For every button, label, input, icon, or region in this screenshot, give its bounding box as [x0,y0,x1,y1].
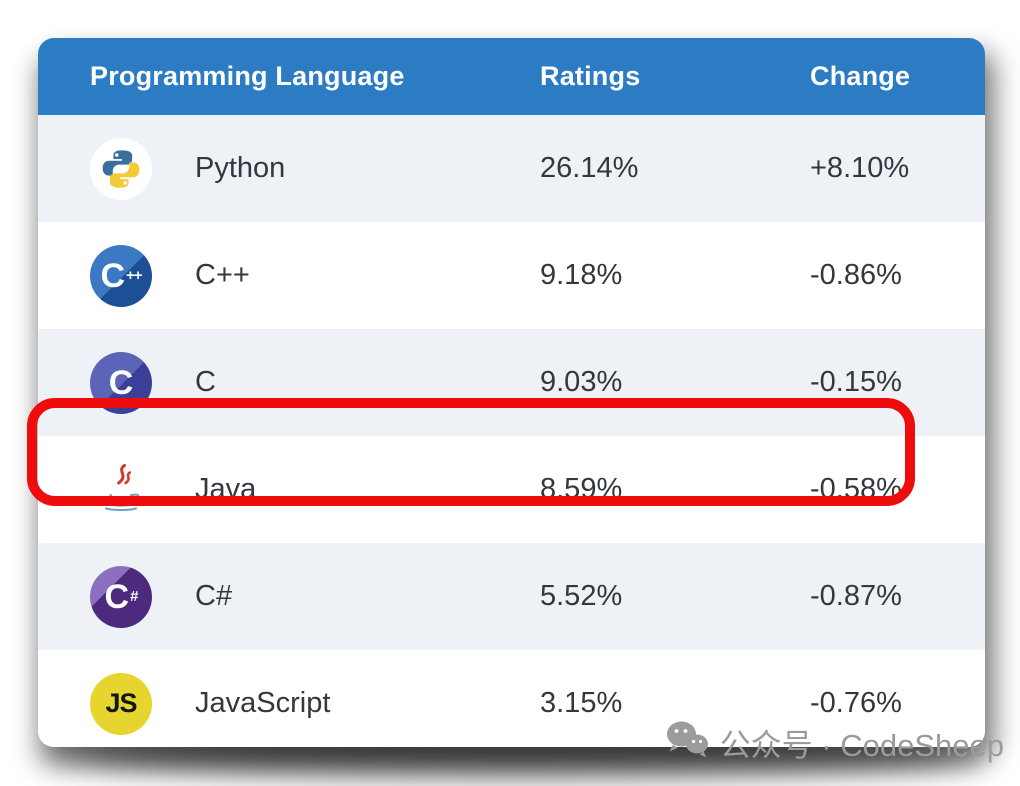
language-ratings-table: Programming Language Ratings Change Pyth… [38,38,985,747]
java-icon [90,459,152,521]
language-name: C# [195,580,233,612]
change-value: -0.87% [810,580,902,612]
change-value: -0.86% [810,259,902,291]
c-icon: C [90,351,152,414]
javascript-icon-letters: JS [105,688,137,718]
watermark: 公众号 · CodeSheep [664,719,1004,766]
table-header-row: Programming Language Ratings Change [38,38,985,115]
change-value: -0.58% [810,473,902,505]
ratings-value: 5.52% [540,580,623,612]
change-value: +8.10% [810,152,910,184]
table-row-javascript: JS JavaScript 3.15% -0.76% [38,650,985,747]
language-name: C++ [195,259,250,291]
language-name: Python [195,152,286,184]
change-value: -0.15% [810,366,902,398]
ratings-value: 26.14% [540,152,639,184]
language-name: JavaScript [195,687,331,719]
watermark-text: 公众号 · CodeSheep [719,728,1004,763]
language-cell: Python [90,137,540,200]
ratings-value: 9.18% [540,259,623,291]
column-header-change: Change [810,61,911,91]
wechat-icon [664,719,710,766]
javascript-icon: JS [90,672,152,735]
language-cell: C C [90,351,540,414]
csharp-icon: C # [90,565,152,628]
column-header-ratings: Ratings [540,61,641,91]
csharp-icon-letter: C [104,577,130,616]
python-icon [90,137,152,200]
ratings-value: 3.15% [540,687,623,719]
table-row-cpp: C ++ C++ 9.18% -0.86% [38,222,985,329]
table-row-python: Python 26.14% +8.10% [38,115,985,222]
table-row-java: Java 8.59% -0.58% [38,436,985,543]
language-cell: Java [90,459,540,521]
cpp-icon-plusplus: ++ [126,267,143,284]
cpp-icon-letter: C [100,256,126,295]
language-name: C [195,366,216,398]
column-header-language: Programming Language [90,61,405,91]
c-icon-letter: C [108,363,134,402]
table-row-csharp: C # C# 5.52% -0.87% [38,543,985,650]
language-cell: JS JavaScript [90,672,540,735]
table-row-c: C C 9.03% -0.15% [38,329,985,436]
ratings-value: 9.03% [540,366,623,398]
change-value: -0.76% [810,687,902,719]
cpp-icon: C ++ [90,244,152,307]
csharp-icon-sharp: # [130,588,138,605]
language-name: Java [195,473,257,505]
ratings-value: 8.59% [540,473,623,505]
language-cell: C # C# [90,565,540,628]
language-cell: C ++ C++ [90,244,540,307]
